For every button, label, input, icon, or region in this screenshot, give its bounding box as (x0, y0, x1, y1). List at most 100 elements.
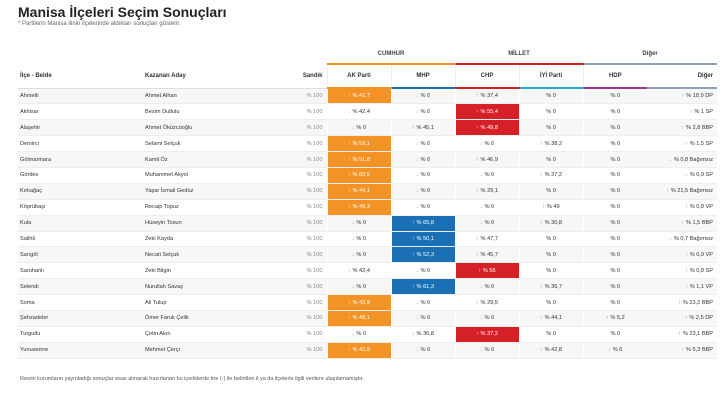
other-result: ↑% 23,1 BBP (647, 326, 718, 343)
mhp-result: ↓% 0 (390, 262, 456, 280)
ballot-percent: % 100 (267, 151, 327, 168)
arrow-up-icon: ↑ (348, 172, 351, 179)
hdp-value: % 6 (612, 347, 623, 354)
hdp-result: % 0 (582, 278, 648, 296)
arrow-up-icon: ↑ (685, 267, 688, 274)
table-row[interactable]: Selendi Nurullah Savaş% 100 ↓% 0 ↑% 61,3 ↓% … (18, 278, 718, 296)
other-result: ↑% 5,3 BBP (647, 342, 718, 359)
winner-name: Zeki Kayda (143, 231, 267, 248)
hdp-value: % 0 (610, 172, 621, 179)
results-table-container: CUMHUR MİLLET Diğer İlçe - Belde Kazanan… (18, 44, 718, 359)
col-diger[interactable]: Diğer (647, 64, 718, 89)
hdp-result: % 0 (582, 294, 648, 311)
chp-value: % 0 (484, 315, 495, 322)
akp-value: % 0 (356, 235, 367, 242)
arrow-up-icon: ↑ (476, 331, 479, 338)
chp-result: ↓% 0 (454, 135, 520, 153)
table-row[interactable]: Turgutlu Çetin Akın% 100 ↓% 0 ↓% 36,8 ↑% 37,… (18, 326, 718, 343)
arrow-up-icon: ↑ (685, 283, 688, 290)
district-name: Kırkağaç (18, 183, 143, 200)
district-name: Yunusemre (18, 342, 143, 359)
arrow-up-icon: ↑ (540, 347, 543, 354)
arrow-up-icon: ↑ (608, 347, 611, 354)
table-row[interactable]: Gölmarmara Kamil Öz% 100 ↑% 51,8 ↓% 0 ↑% 46,… (18, 151, 718, 168)
other-value: % 23,2 BBP (682, 299, 714, 306)
arrow-down-icon: ↓ (669, 156, 672, 163)
arrow-down-icon: ↓ (412, 331, 415, 338)
akp-result: ↑% 51,8 (326, 151, 391, 168)
mhp-value: % 0 (420, 188, 431, 195)
winner-name: Yaşar İsmail Gedüz (143, 183, 267, 200)
table-row[interactable]: Kırkağaç Yaşar İsmail Gedüz% 100 ↑% 44,1 ↓%… (18, 183, 718, 200)
iyi-result: % 0 (518, 262, 584, 280)
arrow-up-icon: ↑ (476, 124, 479, 131)
chp-result: ↓% 0 (454, 199, 520, 216)
table-row[interactable]: Yunusemre Mehmet Çerçi% 100 ↑% 42,9 ↓% 0 ↓% … (18, 342, 718, 359)
other-value: % 0,7 Bağımsız (673, 235, 714, 242)
ballot-percent: % 100 (267, 262, 327, 280)
chp-result: ↑% 29,5 (454, 294, 520, 311)
group-diger: Diğer (583, 44, 718, 65)
iyi-value: % 49 (546, 204, 560, 211)
results-body: Ahmetli Ahmet Alhan% 100 ↑% 42,7 ↓% 0 ↑% 37,… (18, 88, 718, 359)
table-row[interactable]: Soma Ali Tulup% 100 ↑% 43,9 ↓% 0 ↑% 29,5% 0%… (18, 294, 718, 311)
akp-value: % 44,1 (352, 188, 370, 195)
chp-result: ↑% 29,1 (454, 183, 520, 200)
table-row[interactable]: Demirci Selami Selçuk% 100 ↑% 59,1 ↓% 0 ↓% 0… (18, 135, 718, 153)
mhp-value: % 0 (420, 140, 431, 147)
hdp-value: % 5,2 (610, 315, 625, 322)
mhp-result: ↓% 0 (390, 310, 456, 327)
other-value: % 0,8 Bağımsız (673, 156, 714, 163)
arrow-up-icon: ↑ (476, 156, 479, 163)
akp-result: ↑% 42,7 (326, 88, 391, 105)
arrow-up-icon: ↑ (678, 331, 681, 338)
chp-result: ↑% 49,8 (454, 119, 520, 137)
arrow-up-icon: ↑ (476, 299, 479, 306)
arrow-down-icon: ↓ (348, 267, 351, 274)
col-hdp[interactable]: HDP (582, 64, 648, 89)
table-row[interactable]: Sarıgöl Necati Selçuk% 100 ↓% 0 ↑% 52,3 ↑% 4… (18, 246, 718, 264)
other-value: % 1,5 SP (689, 140, 714, 147)
table-row[interactable]: Akhisar Besim Dutlulu% 100 ↓% 42,4 ↓% 0 ↑% 5… (18, 103, 718, 121)
table-row[interactable]: Köprübaşı Recaip Topuz% 100 ↑% 49,3 ↓% 0 ↓% … (18, 199, 718, 216)
arrow-down-icon: ↓ (351, 235, 355, 242)
chp-value: % 55,4 (480, 108, 498, 115)
table-row[interactable]: Saruhanlı Zeki Bilgin% 100 ↓% 42,4 ↓% 0 ↑% 5… (18, 262, 718, 280)
table-row[interactable]: Kula Hüseyin Tosun% 100 ↓% 0 ↑% 65,8 ↓% 0 ↑% … (18, 215, 718, 232)
chp-result: ↓% 0 (454, 215, 520, 232)
table-row[interactable]: Ahmetli Ahmet Alhan% 100 ↑% 42,7 ↓% 0 ↑% 37,… (18, 88, 718, 105)
arrow-down-icon: ↓ (479, 172, 483, 179)
iyi-value: % 0 (546, 267, 556, 274)
col-iyi[interactable]: İYİ Parti (518, 64, 584, 89)
page-title: Manisa İlçeleri Seçim Sonuçları (18, 4, 227, 20)
table-row[interactable]: Gördes Muhammet Akyol% 100 ↑% 60,5 ↓% 0 ↓% 0… (18, 167, 718, 184)
col-akp[interactable]: AK Parti (326, 64, 391, 89)
district-name: Alaşehir (18, 119, 143, 137)
chp-result: ↑% 55,4 (454, 103, 520, 121)
district-name: Salihli (18, 231, 143, 248)
hdp-value: % 0 (610, 235, 621, 242)
col-aday[interactable]: Kazanan Aday (143, 64, 267, 89)
iyi-value: % 38,2 (544, 140, 562, 147)
chp-value: % 29,1 (480, 188, 498, 195)
chp-value: % 47,7 (480, 235, 498, 242)
iyi-value: % 37,2 (544, 172, 562, 179)
iyi-value: % 0 (546, 124, 556, 131)
table-row[interactable]: Salihli Zeki Kayda% 100 ↓% 0 ↑% 50,1 ↑% 47,7… (18, 231, 718, 248)
chp-value: % 0 (484, 283, 495, 290)
district-name: Saruhanlı (18, 262, 143, 280)
col-chp[interactable]: CHP (454, 64, 520, 89)
col-mhp[interactable]: MHP (390, 64, 456, 89)
mhp-value: % 0 (420, 204, 431, 211)
col-sandik[interactable]: Sandık (267, 64, 327, 89)
other-result: ↑% 1 SP (647, 103, 718, 121)
col-ilce[interactable]: İlçe - Belde (18, 64, 143, 89)
winner-name: Mehmet Çerçi (143, 342, 267, 359)
table-row[interactable]: Şehzadeler Ömer Faruk Çelik% 100 ↑% 48,1 ↓%… (18, 310, 718, 327)
table-row[interactable]: Alaşehir Ahmet Öküzcüoğlu% 100 ↓% 0 ↑% 45,1… (18, 119, 718, 137)
mhp-result: ↓% 0 (390, 167, 456, 184)
ballot-percent: % 100 (267, 326, 327, 343)
iyi-result: % 0 (518, 119, 584, 137)
arrow-down-icon: ↓ (415, 172, 419, 179)
hdp-result: % 0 (582, 167, 648, 184)
